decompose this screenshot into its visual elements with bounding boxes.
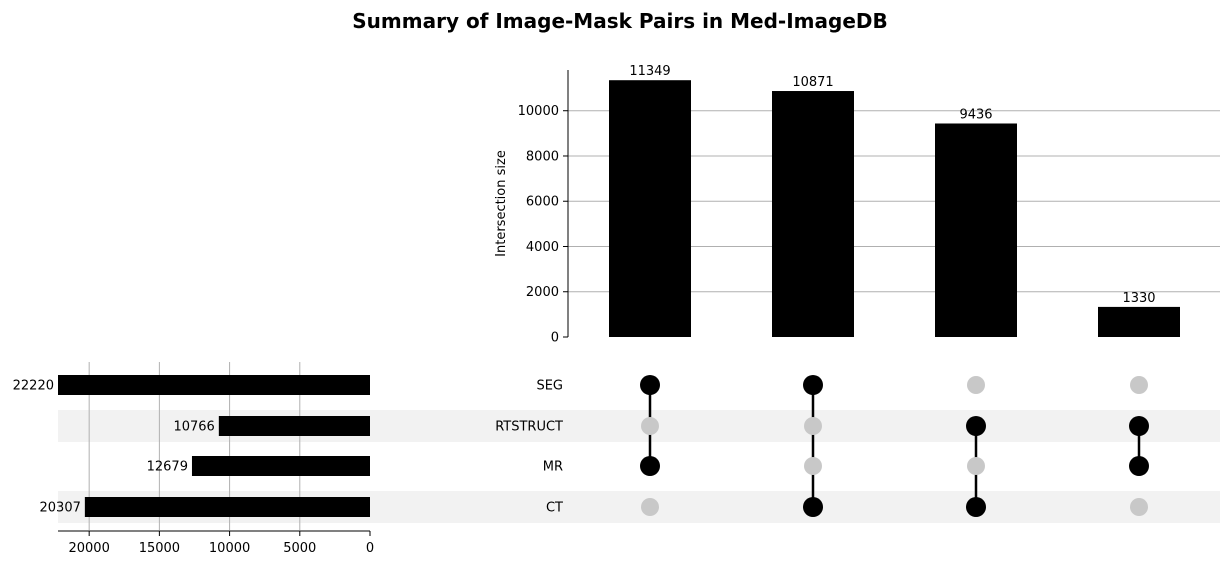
chart-title: Summary of Image-Mask Pairs in Med-Image… bbox=[352, 9, 887, 33]
y-axis-label: Intersection size bbox=[494, 150, 509, 257]
set-size-bar-mr bbox=[191, 456, 370, 476]
set-size-label-mr: 12679 bbox=[147, 460, 188, 475]
set-size-bar-ct bbox=[84, 497, 370, 517]
y-tick-label-4000: 4000 bbox=[526, 240, 559, 255]
set-size-label-seg: 22220 bbox=[13, 379, 54, 394]
set-size-tick-label-15000: 15000 bbox=[139, 541, 180, 556]
y-tick-label-0: 0 bbox=[551, 331, 559, 346]
matrix-dot-4-rtstruct bbox=[1129, 416, 1149, 436]
matrix-dot-1-rtstruct bbox=[641, 417, 659, 435]
matrix-dot-4-ct bbox=[1130, 498, 1148, 516]
matrix-dot-2-ct bbox=[803, 497, 823, 517]
set-size-tick-label-10000: 10000 bbox=[209, 541, 250, 556]
set-size-tick-label-5000: 5000 bbox=[283, 541, 316, 556]
matrix-dot-2-mr bbox=[804, 457, 822, 475]
matrix-dot-1-mr bbox=[640, 456, 660, 476]
matrix-dot-1-seg bbox=[640, 375, 660, 395]
set-label-mr: MR bbox=[543, 460, 563, 475]
set-size-bars: 22220 10766 12679 20307 bbox=[13, 375, 370, 517]
matrix-dot-1-ct bbox=[641, 498, 659, 516]
intersection-bars: 11349 10871 9436 1330 bbox=[609, 64, 1180, 337]
set-label-seg: SEG bbox=[536, 379, 563, 394]
matrix-dot-3-rtstruct bbox=[966, 416, 986, 436]
matrix-dot-4-mr bbox=[1129, 456, 1149, 476]
intersection-bar-2 bbox=[772, 91, 854, 337]
intersection-bar-4 bbox=[1098, 306, 1180, 337]
set-size-label-ct: 20307 bbox=[40, 501, 81, 516]
set-label-rtstruct: RTSTRUCT bbox=[495, 420, 563, 435]
intersection-bar-label-1: 11349 bbox=[629, 64, 670, 79]
intersection-bar-1 bbox=[609, 80, 691, 337]
matrix-dot-2-rtstruct bbox=[804, 417, 822, 435]
axes: 0 2000 4000 6000 8000 10000 Intersection size 2… bbox=[58, 70, 569, 556]
matrix-dot-3-seg bbox=[967, 376, 985, 394]
set-size-bar-rtstruct bbox=[218, 416, 370, 436]
labels: SEG RTSTRUCT MR CT bbox=[495, 379, 563, 516]
matrix-dot-2-seg bbox=[803, 375, 823, 395]
y-tick-label-6000: 6000 bbox=[526, 195, 559, 210]
y-tick-label-8000: 8000 bbox=[526, 149, 559, 164]
intersection-bar-label-2: 10871 bbox=[792, 75, 833, 90]
intersection-bar-label-3: 9436 bbox=[959, 107, 992, 122]
intersection-bar-label-4: 1330 bbox=[1122, 291, 1155, 306]
matrix-dot-3-ct bbox=[966, 497, 986, 517]
matrix-stripes bbox=[58, 410, 1220, 523]
intersection-bar-3 bbox=[935, 123, 1017, 337]
y-tick-label-10000: 10000 bbox=[518, 104, 559, 119]
matrix-dot-4-seg bbox=[1130, 376, 1148, 394]
set-size-tick-label-0: 0 bbox=[366, 541, 374, 556]
y-tick-label-2000: 2000 bbox=[526, 285, 559, 300]
intersection-matrix bbox=[640, 375, 1149, 517]
set-size-label-rtstruct: 10766 bbox=[173, 420, 214, 435]
set-size-bar-seg bbox=[58, 375, 370, 395]
matrix-dot-3-mr bbox=[967, 457, 985, 475]
set-label-ct: CT bbox=[546, 501, 563, 516]
set-size-tick-label-20000: 20000 bbox=[68, 541, 109, 556]
